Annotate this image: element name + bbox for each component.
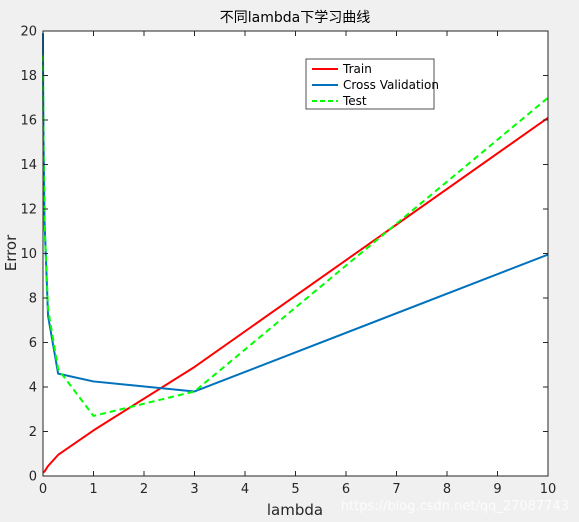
legend: Train Cross Validation Test [305,58,439,110]
x-tick-label: 6 [342,482,350,497]
x-tick-label: 2 [140,482,148,497]
x-tick-label: 10 [540,482,557,497]
y-tick-label: 10 [20,247,37,262]
y-tick-label: 20 [20,25,37,40]
x-tick-label: 4 [241,482,249,497]
plot-area [43,31,548,476]
y-tick-label: 12 [20,203,37,218]
legend-items: Train Cross Validation Test [312,62,439,108]
legend-label: Test [342,94,367,108]
x-tick-label: 1 [89,482,97,497]
y-tick-label: 18 [20,69,37,84]
x-axis-label: lambda [267,501,323,519]
y-tick-label: 8 [29,292,37,307]
y-tick-label: 4 [29,381,37,396]
series-line-test [42,55,549,417]
x-tick-label: 0 [39,482,47,497]
watermark-text: https://blog.csdn.net/qq_27087743 [341,499,569,514]
x-tick-label: 5 [291,482,299,497]
x-axis-ticks: 0 1 2 3 4 5 6 7 8 9 10 [39,31,556,497]
y-tick-label: 0 [29,470,37,485]
y-tick-label: 16 [20,114,37,129]
y-tick-label: 6 [29,336,37,351]
y-axis-ticks: 0 2 4 6 8 10 12 14 16 18 20 [20,25,548,485]
legend-label: Train [342,62,372,76]
chart-title: 不同lambda下学习曲线 [220,10,370,26]
y-axis-label: Error [2,234,20,271]
x-tick-label: 8 [443,482,451,497]
legend-label: Cross Validation [343,78,439,92]
x-tick-label: 9 [493,482,501,497]
y-tick-label: 14 [20,158,37,173]
y-tick-label: 2 [29,425,37,440]
x-tick-label: 3 [190,482,198,497]
x-tick-label: 7 [392,482,400,497]
